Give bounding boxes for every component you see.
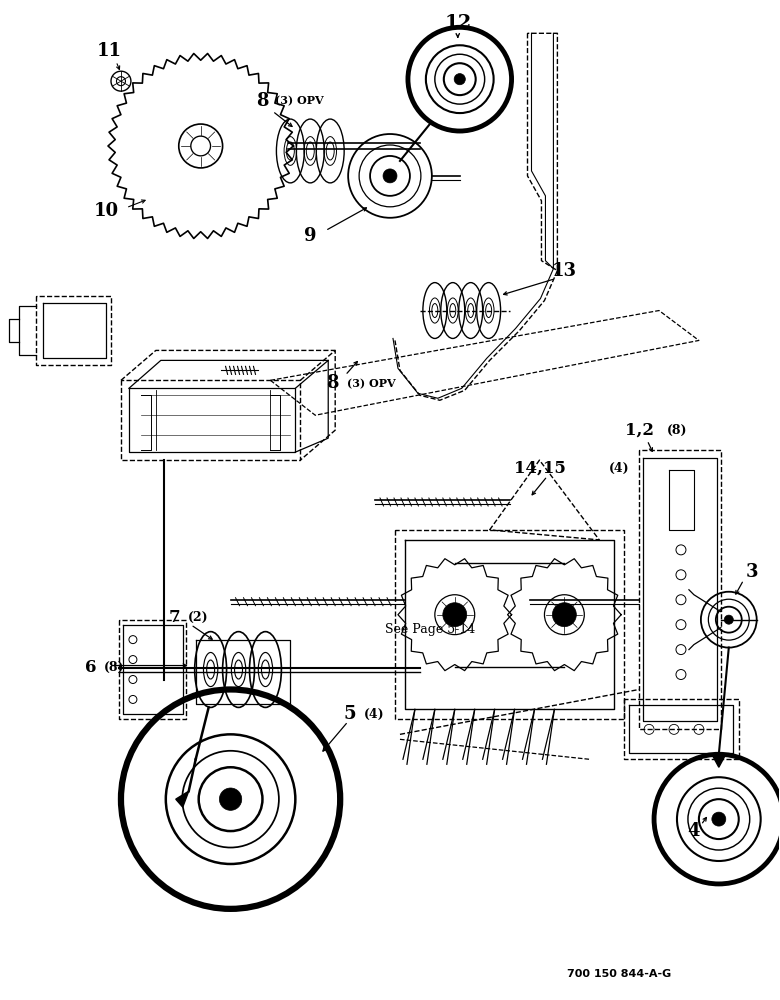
Text: 6: 6 <box>85 659 97 676</box>
Text: 9: 9 <box>304 227 317 245</box>
Circle shape <box>443 603 466 627</box>
Polygon shape <box>712 754 726 767</box>
Circle shape <box>725 615 733 624</box>
Text: (3) OPV: (3) OPV <box>347 378 395 389</box>
Text: (3) OPV: (3) OPV <box>275 96 324 107</box>
Text: (8): (8) <box>667 424 687 437</box>
Text: (4): (4) <box>609 462 629 475</box>
Text: 8: 8 <box>256 92 268 110</box>
Text: (2): (2) <box>188 611 208 624</box>
Circle shape <box>712 812 726 826</box>
Text: 700 150 844-A-G: 700 150 844-A-G <box>567 969 672 979</box>
Text: 5: 5 <box>344 705 356 723</box>
Text: See Page 5-14: See Page 5-14 <box>385 623 475 636</box>
Text: 12: 12 <box>444 14 471 32</box>
Text: 10: 10 <box>94 202 119 220</box>
Polygon shape <box>176 791 189 807</box>
Text: (8): (8) <box>104 661 125 674</box>
Text: 8: 8 <box>326 374 339 392</box>
Circle shape <box>552 603 576 627</box>
Text: 3: 3 <box>746 563 758 581</box>
Text: 14,15: 14,15 <box>513 460 566 477</box>
Text: 7: 7 <box>169 609 181 626</box>
Text: 13: 13 <box>552 262 577 280</box>
Text: 4: 4 <box>688 822 700 840</box>
Circle shape <box>383 169 397 183</box>
Text: 11: 11 <box>97 42 122 60</box>
Text: (4): (4) <box>364 708 385 721</box>
Text: 1,2: 1,2 <box>625 422 654 439</box>
Circle shape <box>219 788 242 810</box>
Circle shape <box>454 74 466 85</box>
